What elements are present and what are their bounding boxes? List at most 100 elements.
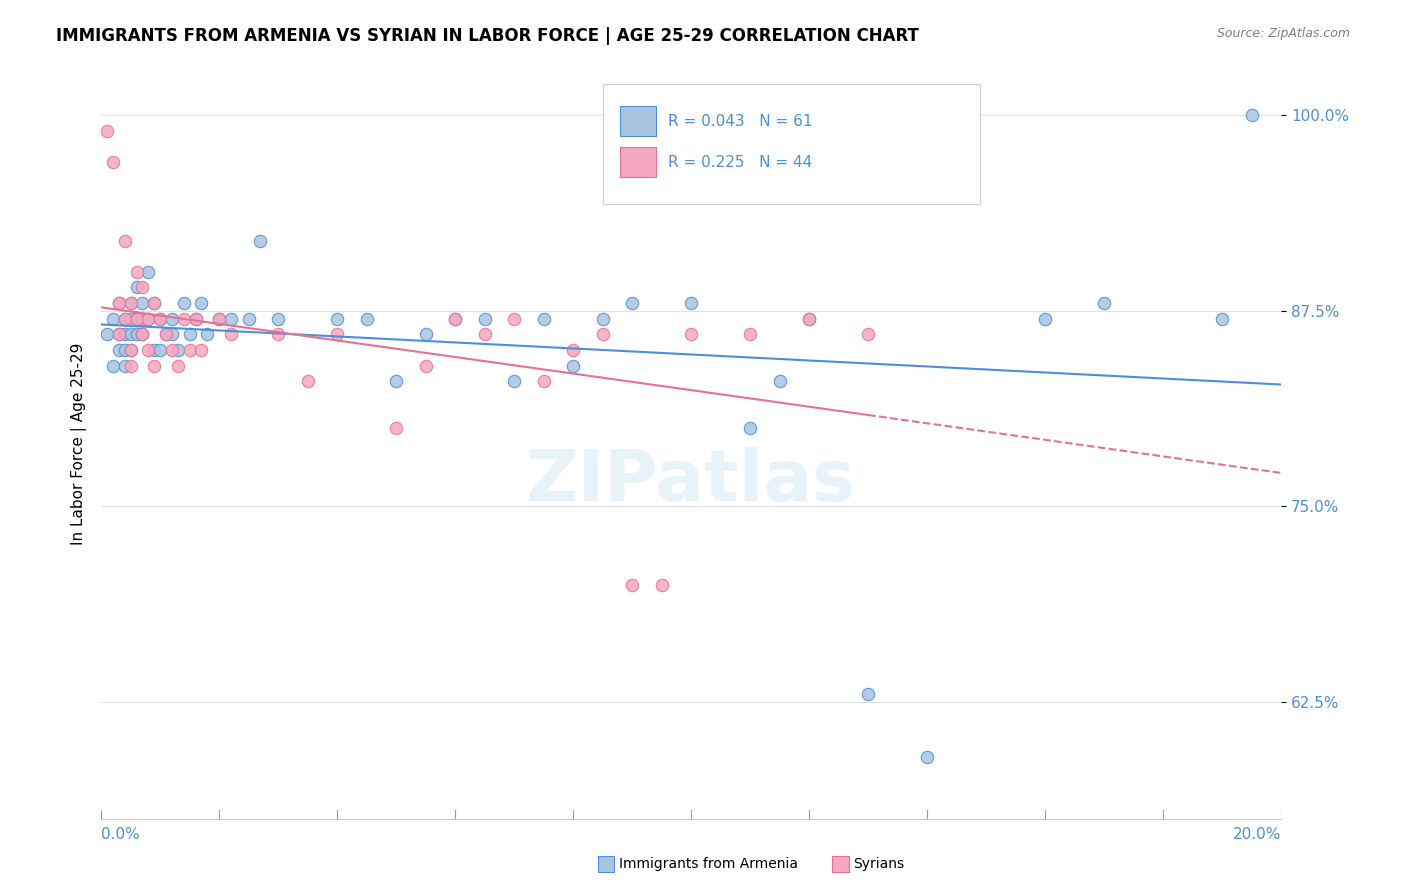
Point [621,577,644,591]
Point [166,343,188,357]
Point [120,359,142,373]
Point [108,327,131,342]
Point [1211,311,1233,326]
Point [238,311,260,326]
Point [740,421,762,435]
Point [915,749,938,764]
Point [179,327,201,342]
Point [149,343,172,357]
Point [681,327,703,342]
FancyBboxPatch shape [603,84,980,203]
Point [208,311,231,326]
Point [533,311,555,326]
Point [101,155,124,169]
Point [101,359,124,373]
Point [184,311,207,326]
Text: Source: ZipAtlas.com: Source: ZipAtlas.com [1216,27,1350,40]
Point [474,327,496,342]
Point [219,311,242,326]
Point [108,296,131,310]
Point [592,311,614,326]
Point [143,296,166,310]
Point [208,311,231,326]
Point [297,374,319,388]
Text: R = 0.043   N = 61: R = 0.043 N = 61 [668,113,813,128]
Point [1240,108,1263,122]
Point [160,343,183,357]
Point [651,577,673,591]
Point [856,687,879,701]
Point [1033,311,1056,326]
Point [326,327,349,342]
Point [120,296,142,310]
Point [415,327,437,342]
Point [143,359,166,373]
Point [415,359,437,373]
Point [136,311,159,326]
Text: R = 0.225   N = 44: R = 0.225 N = 44 [668,155,811,169]
Point [503,374,526,388]
Point [125,327,148,342]
Text: ZIPatlas: ZIPatlas [526,447,856,516]
Point [114,311,136,326]
Point [149,311,172,326]
Point [101,311,124,326]
Point [136,311,159,326]
Point [621,296,644,310]
Point [120,343,142,357]
Point [326,311,349,326]
Y-axis label: In Labor Force | Age 25-29: In Labor Force | Age 25-29 [72,343,87,545]
Point [114,234,136,248]
Point [249,234,271,248]
FancyBboxPatch shape [620,106,655,136]
Point [768,374,790,388]
Point [125,280,148,294]
Text: IMMIGRANTS FROM ARMENIA VS SYRIAN IN LABOR FORCE | AGE 25-29 CORRELATION CHART: IMMIGRANTS FROM ARMENIA VS SYRIAN IN LAB… [56,27,920,45]
Point [190,343,212,357]
Point [195,327,218,342]
Point [444,311,467,326]
Point [179,343,201,357]
Point [96,124,118,138]
Text: Immigrants from Armenia: Immigrants from Armenia [619,857,797,871]
Text: Syrians: Syrians [853,857,904,871]
Point [155,327,177,342]
Point [592,327,614,342]
Point [267,311,290,326]
Point [120,327,142,342]
Point [503,311,526,326]
Point [267,327,290,342]
Point [385,374,408,388]
Point [533,374,555,388]
Point [562,343,585,357]
Point [143,296,166,310]
Point [131,296,153,310]
Point [562,359,585,373]
Point [136,265,159,279]
Point [160,311,183,326]
Point [120,343,142,357]
Point [120,311,142,326]
Point [385,421,408,435]
Point [108,327,131,342]
Text: 20.0%: 20.0% [1233,827,1281,842]
Point [160,327,183,342]
Point [136,343,159,357]
Point [166,359,188,373]
Point [114,359,136,373]
Point [125,311,148,326]
Point [125,265,148,279]
Point [131,311,153,326]
Point [131,327,153,342]
Point [184,311,207,326]
Point [856,327,879,342]
Point [131,280,153,294]
Point [797,311,820,326]
Point [96,327,118,342]
Text: 0.0%: 0.0% [101,827,139,842]
Point [143,343,166,357]
Point [149,311,172,326]
Point [155,327,177,342]
Point [173,296,195,310]
Point [474,311,496,326]
